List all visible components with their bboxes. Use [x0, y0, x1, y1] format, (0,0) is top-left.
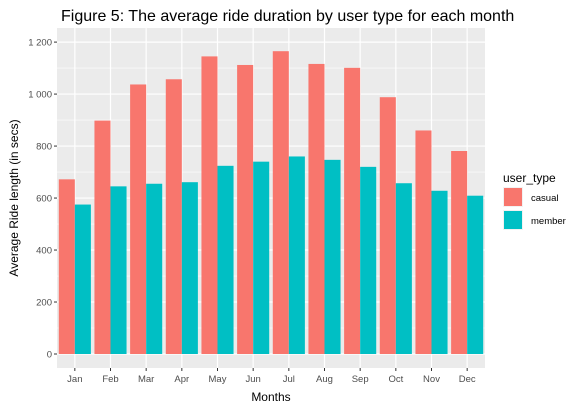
bar-member-feb — [110, 186, 127, 354]
bar-casual-jun — [237, 64, 254, 355]
bar-casual-dec — [451, 151, 468, 354]
bar-member-jan — [74, 204, 91, 354]
bar-casual-may — [201, 56, 218, 355]
legend-key-member — [504, 211, 522, 229]
bar-member-nov — [431, 190, 448, 354]
bar-casual-aug — [308, 63, 325, 355]
y-tick-label: 400 — [36, 246, 52, 257]
x-tick-label: May — [209, 374, 227, 385]
bar-casual-apr — [165, 79, 182, 354]
chart-title: Figure 5: The average ride duration by u… — [61, 8, 514, 25]
bar-casual-oct — [379, 97, 396, 354]
bar-member-mar — [146, 183, 163, 354]
legend: user_type casual member — [503, 171, 566, 230]
x-tick-label: Jan — [67, 374, 82, 385]
x-tick-label: Dec — [459, 374, 476, 385]
x-tick-label: Mar — [138, 374, 154, 385]
x-tick-label: Nov — [423, 374, 440, 385]
x-tick-label: Feb — [102, 374, 118, 385]
y-tick-label: 1 000 — [28, 90, 52, 101]
bar-casual-sep — [344, 67, 361, 354]
bar-casual-nov — [415, 130, 432, 354]
legend-key-casual — [504, 188, 522, 206]
bar-casual-jul — [272, 51, 289, 354]
y-axis: 0 200 400 600 800 1 000 1 200 — [28, 38, 57, 361]
bar-member-aug — [324, 159, 341, 354]
bar-member-may — [217, 165, 234, 354]
bar-member-apr — [181, 182, 198, 354]
legend-label-casual: casual — [531, 193, 558, 204]
x-tick-label: Jul — [283, 374, 295, 385]
x-tick-label: Sep — [352, 374, 369, 385]
y-axis-title: Average Ride length (in secs) — [7, 119, 21, 276]
bar-casual-feb — [94, 120, 111, 354]
x-axis-title: Months — [251, 390, 290, 404]
x-tick-label: Aug — [316, 374, 333, 385]
bar-member-jul — [288, 156, 305, 354]
x-tick-label: Oct — [388, 374, 403, 385]
x-axis: Jan Feb Mar Apr May Jun Jul Aug Sep Oct Nov Dec — [67, 368, 476, 385]
x-tick-label: Apr — [174, 374, 189, 385]
y-tick-label: 0 — [47, 350, 52, 361]
bar-casual-mar — [130, 84, 147, 355]
y-tick-label: 1 200 — [28, 38, 52, 49]
bar-casual-jan — [58, 179, 75, 354]
legend-title: user_type — [503, 171, 556, 185]
y-tick-label: 200 — [36, 298, 52, 309]
bar-member-oct — [395, 183, 412, 354]
y-tick-label: 600 — [36, 194, 52, 205]
y-tick-label: 800 — [36, 142, 52, 153]
bars — [58, 51, 484, 355]
bar-member-jun — [253, 161, 270, 354]
x-tick-label: Jun — [246, 374, 261, 385]
bar-member-sep — [360, 166, 377, 354]
bar-member-dec — [467, 195, 484, 354]
legend-label-member: member — [531, 216, 566, 227]
